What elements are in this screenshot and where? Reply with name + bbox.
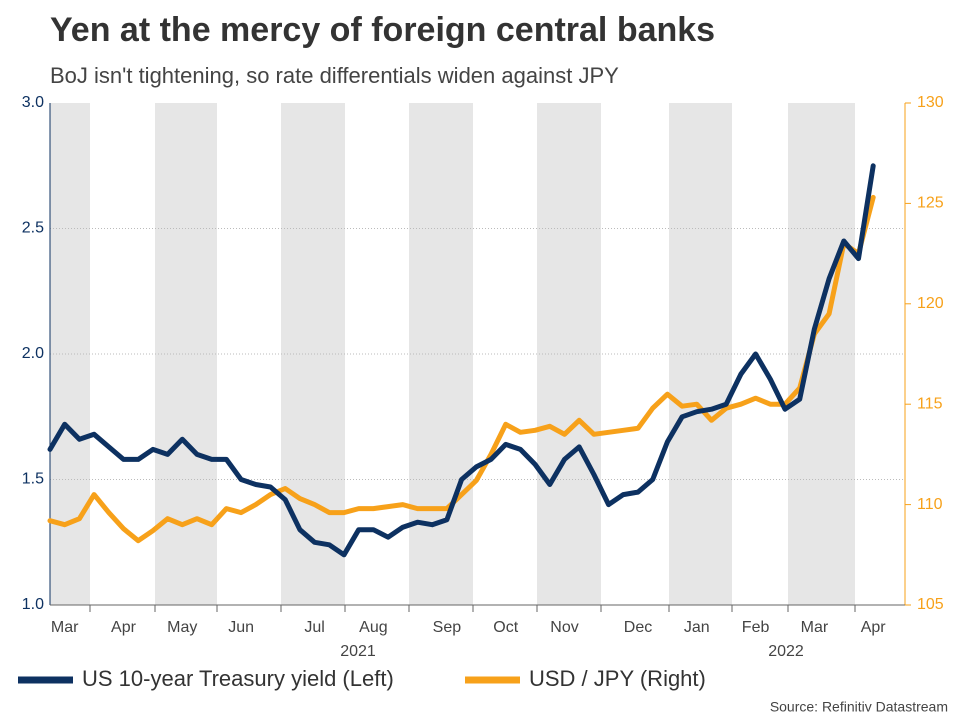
legend-item: US 10-year Treasury yield (Left) — [18, 666, 394, 691]
y2-tick-label: 130 — [917, 94, 944, 111]
y-tick-label: 1.5 — [22, 471, 44, 488]
chart-title: Yen at the mercy of foreign central bank… — [50, 11, 715, 49]
x-tick-label: Nov — [550, 619, 578, 636]
month-band — [669, 103, 732, 605]
legend-item: USD / JPY (Right) — [465, 666, 706, 691]
series-line — [47, 163, 876, 558]
x-tick-label: Jun — [228, 619, 254, 636]
x-tick-label: Feb — [742, 619, 770, 636]
x-tick-label: Jan — [684, 619, 710, 636]
x-tick-label: Aug — [359, 619, 387, 636]
x-tick-label: Dec — [624, 619, 652, 636]
y-tick-label: 2.0 — [22, 345, 44, 362]
y2-tick-label: 120 — [917, 295, 944, 312]
source: Source: Refinitiv Datastream — [770, 699, 948, 715]
month-band — [281, 103, 345, 605]
y2-tick-label: 110 — [917, 496, 943, 513]
x-tick-label: Mar — [801, 619, 829, 636]
series-line — [47, 194, 876, 544]
y-tick-label: 3.0 — [22, 94, 44, 111]
x-tick-label: Jul — [304, 619, 324, 636]
x-tick-label: Oct — [493, 619, 518, 636]
x-tick-label: Apr — [111, 619, 137, 636]
y-tick-label: 1.0 — [22, 596, 44, 613]
legend-label: USD / JPY (Right) — [529, 666, 706, 691]
year-label: 2021 — [340, 643, 376, 660]
x-tick-label: May — [167, 619, 197, 636]
x-tick-label: Sep — [433, 619, 462, 636]
legend-label: US 10-year Treasury yield (Left) — [82, 666, 394, 691]
y2-tick-label: 115 — [917, 395, 943, 412]
x-tick-label: Apr — [861, 619, 887, 636]
x-axis-ticks — [89, 605, 856, 612]
y-tick-label: 2.5 — [22, 220, 44, 237]
y2-tick-label: 105 — [917, 596, 944, 613]
year-label: 2022 — [768, 643, 804, 660]
y2-tick-label: 125 — [917, 195, 944, 212]
chart-subtitle: BoJ isn't tightening, so rate differenti… — [50, 63, 619, 88]
x-tick-label: Mar — [51, 619, 79, 636]
